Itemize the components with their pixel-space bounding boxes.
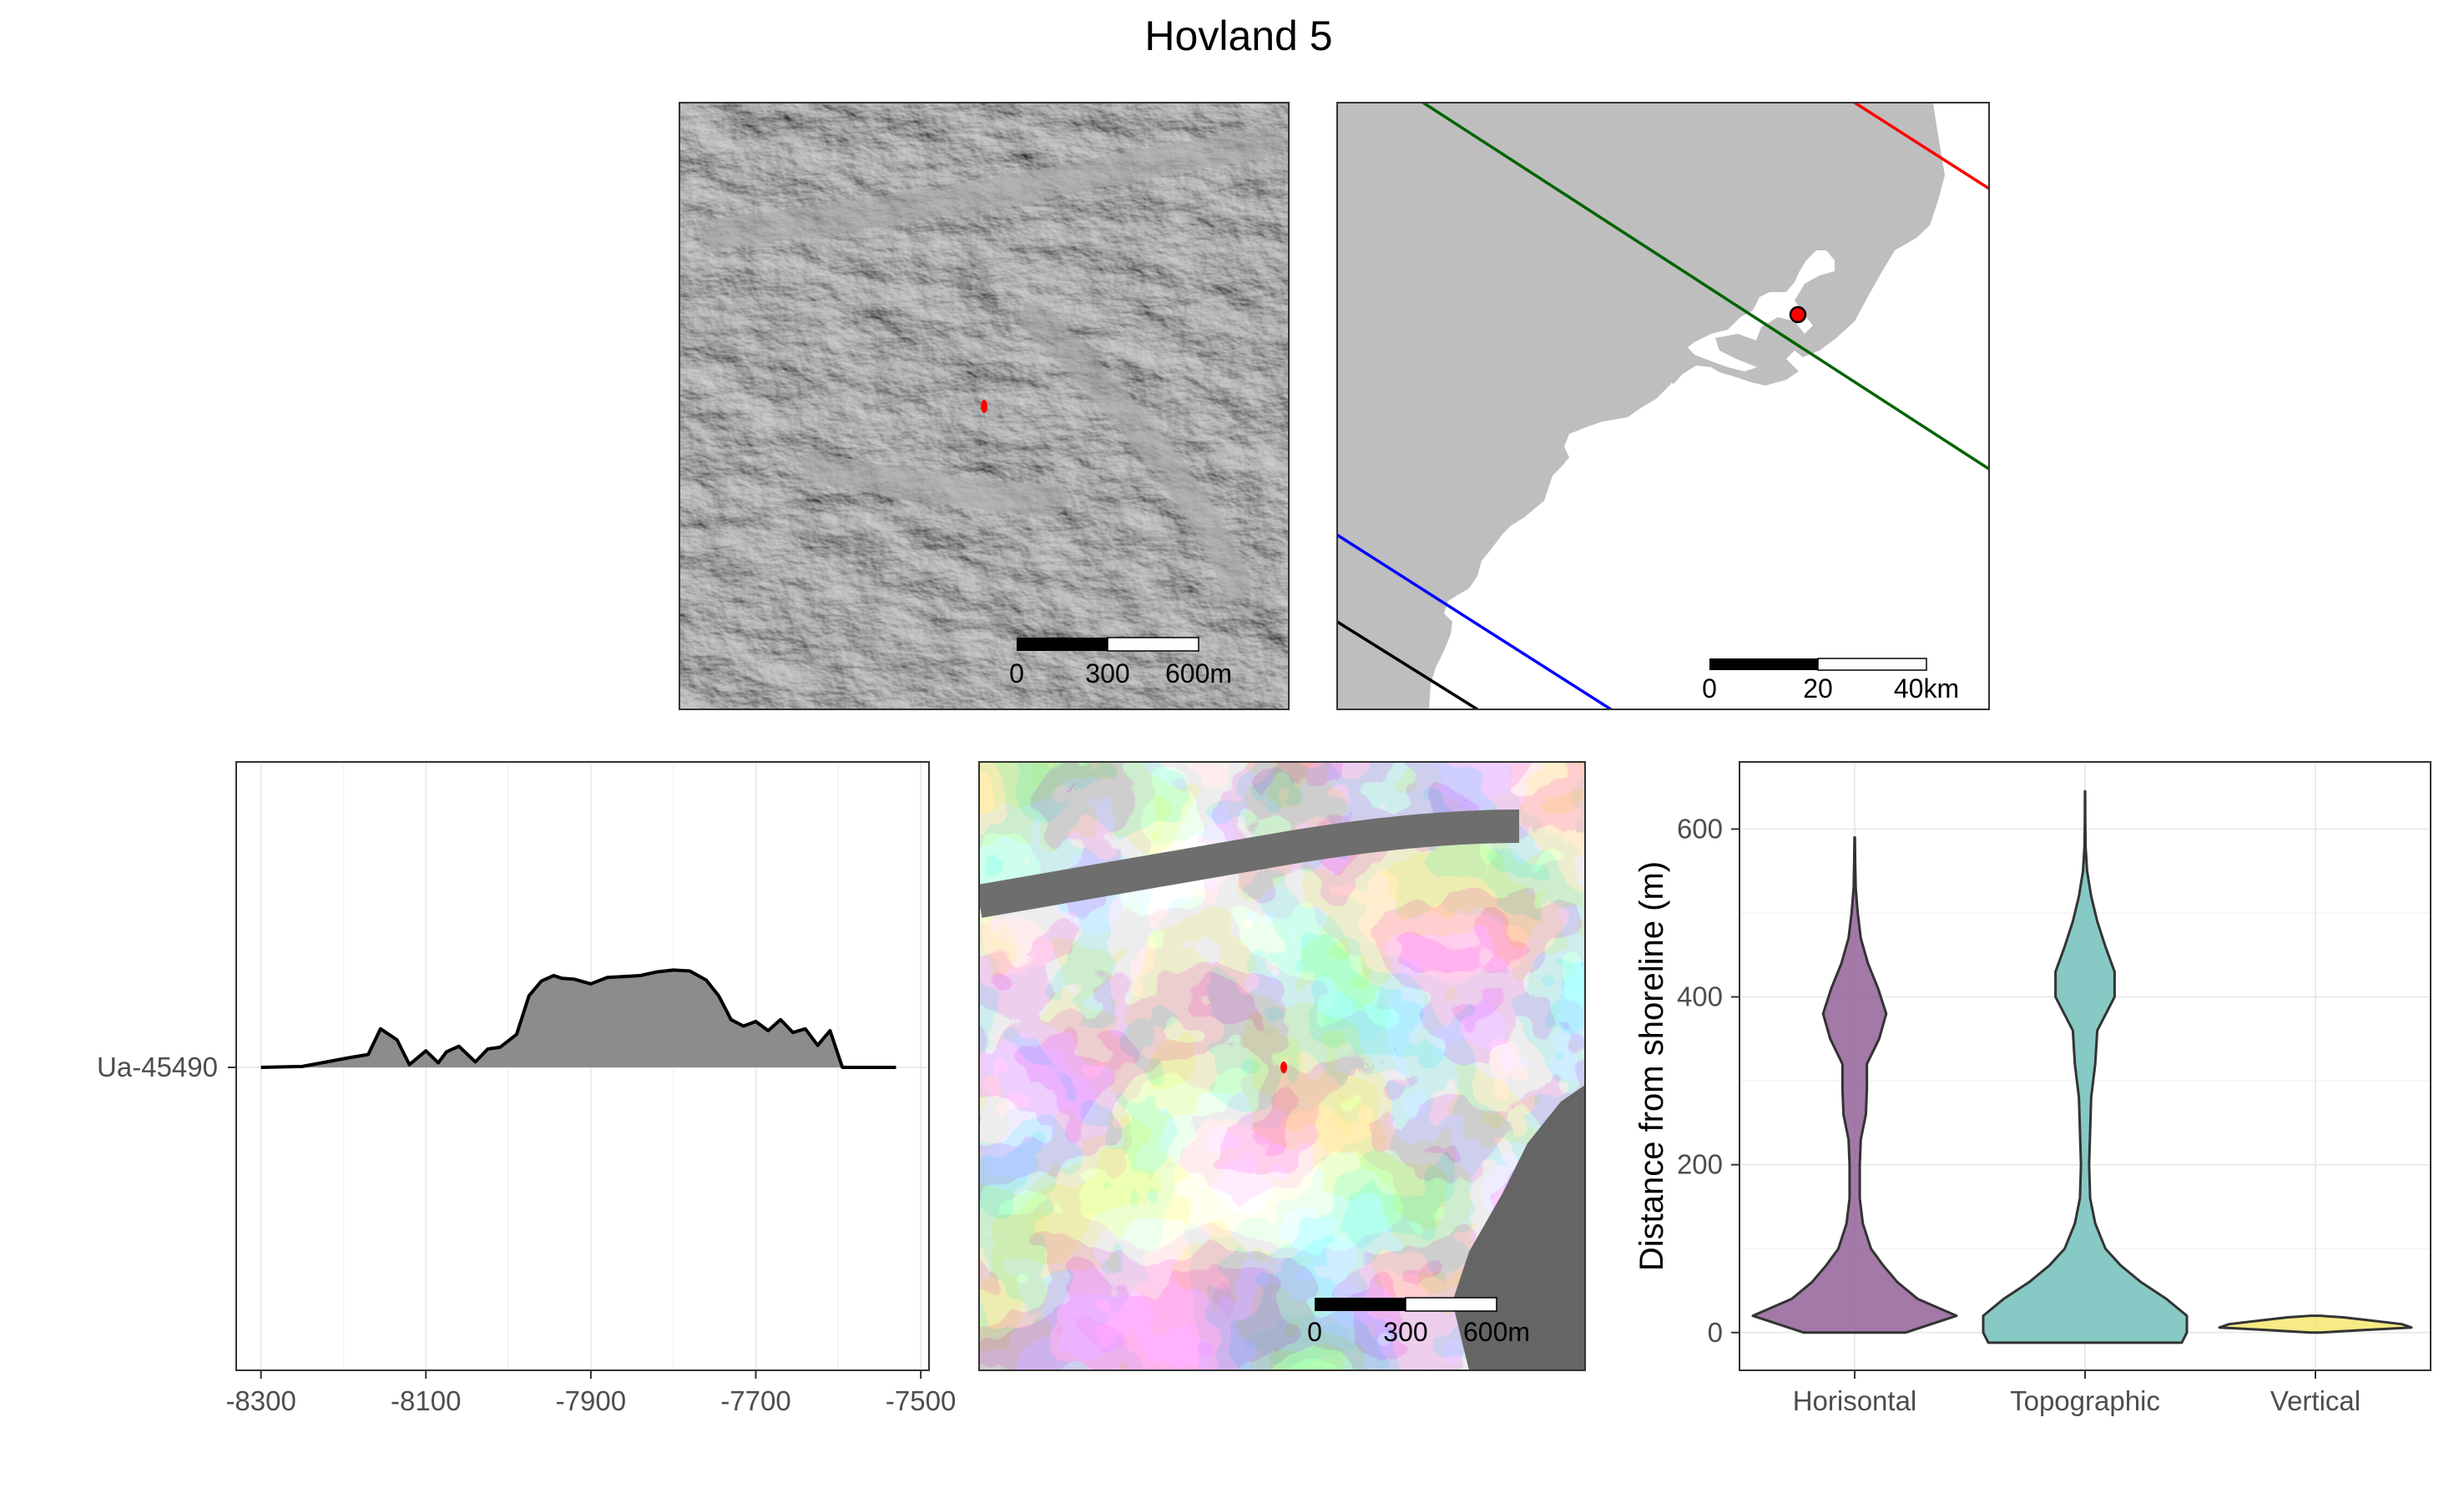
x-tick-label: Horisontal [1793,1385,1917,1416]
y-tick-label: 400 [1677,981,1723,1012]
overview-frame [1336,102,1990,710]
shoreline-green [1422,103,1989,471]
scale-label-2: 40km [1894,673,1959,704]
scale-label-1: 300 [1085,658,1129,688]
scale-label-2: 600m [1463,1317,1530,1347]
scale-bar-overview: 0 20 40km [1702,658,1959,704]
hillshade-map: 0 300 600m [679,102,1290,710]
site-marker-overview [1789,305,1807,324]
x-tick-label: -7500 [886,1385,956,1416]
violin-topographic [1982,789,2189,1344]
y-tick-label: 0 [1708,1317,1723,1348]
x-tick-label: -7700 [720,1385,790,1416]
violin-vertical [2218,1314,2413,1334]
scale-label-0: 0 [1009,658,1024,688]
scale-label-1: 300 [1383,1317,1427,1347]
violin-plot: 0 200 400 600 Horisontal Topographic Vertical D… [1633,761,2431,1416]
hillshade-frame [679,102,1290,710]
x-tick-label: -8100 [391,1385,461,1416]
valley-channel [979,810,1520,918]
scale-label-0: 0 [1307,1317,1322,1347]
x-tick-label: -8300 [225,1385,295,1416]
land-polygon [1337,103,1945,709]
scale-label-2: 600m [1165,658,1232,688]
site-marker-elevation [1280,1062,1287,1073]
hillshade-valleys [703,127,1284,599]
scale-bar-elevation: 0 300 600m [1307,1297,1530,1347]
x-tick-label: -7900 [556,1385,626,1416]
site-marker-hillshade [981,400,987,413]
scale-label-0: 0 [1702,673,1717,704]
shoreline-black [1337,620,1478,709]
density-panel-border [235,761,930,1371]
y-tick-label: 200 [1677,1149,1723,1180]
x-tick-label: Topographic [2010,1385,2160,1416]
shoreline-blue [1337,533,1612,709]
scale-label-1: 20 [1803,673,1833,704]
overview-map: 0 20 40km [1336,102,1990,710]
density-area [260,970,896,1067]
x-tick-label: Vertical [2270,1385,2360,1416]
violin-horisontal [1751,836,1958,1334]
y-tick-label: 600 [1677,813,1723,844]
scale-bar-hillshade: 0 300 600m [1009,637,1232,688]
elevation-frame [978,761,1586,1371]
elevation-map: 0 300 600m [978,761,1586,1371]
shoreline-red [1854,103,1989,190]
figure-title: Hovland 5 [1144,13,1332,59]
density-line [260,968,896,1069]
density-plot: Ua-45490 -8300 -8100 -7900 -7700 -7500 [97,761,956,1416]
y-tick-label: Ua-45490 [97,1052,218,1082]
y-axis-title: Distance from shoreline (m) [1633,861,1670,1271]
